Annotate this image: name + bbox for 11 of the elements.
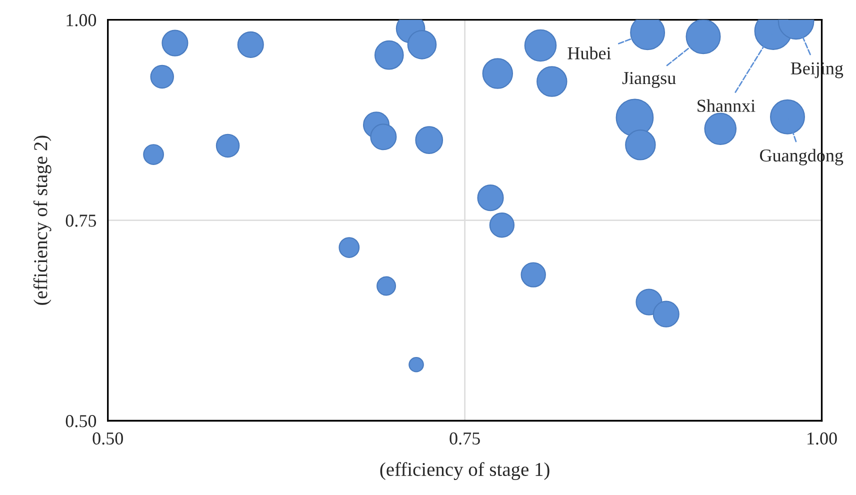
annotation: Shannxi xyxy=(698,99,756,112)
y-tick-label: 0.75 xyxy=(66,214,96,227)
y-tick-label: 1.00 xyxy=(66,14,96,26)
y-tick-label: 0.50 xyxy=(66,415,96,428)
annotation: Hubei xyxy=(568,46,611,60)
annotation: Jiangsu xyxy=(622,72,676,88)
x-tick-label: 1.00 xyxy=(808,432,837,445)
x-tick-label: 0.50 xyxy=(92,432,123,445)
y-axis-title: (efficiency of stage 2) xyxy=(33,136,52,305)
x-tick-label: 0.75 xyxy=(450,432,480,445)
x-axis-title: (efficiency of stage 1) xyxy=(380,462,550,480)
